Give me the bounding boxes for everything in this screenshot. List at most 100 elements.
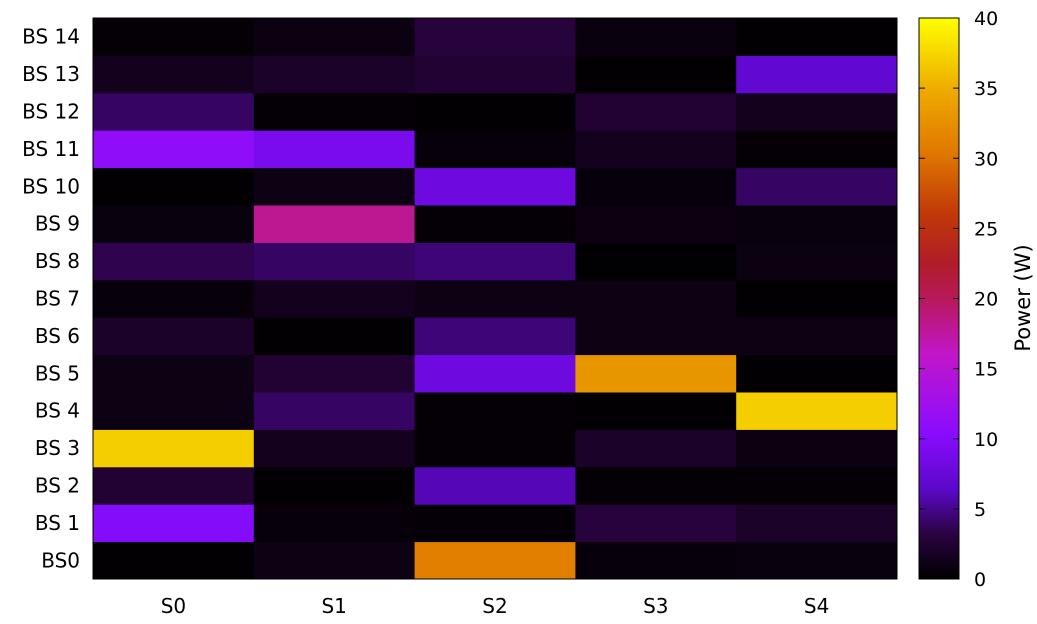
y-tick-label: BS 8 [35,249,80,273]
heatmap-cell [414,205,576,243]
y-axis-ticks: BS0 BS 1 BS 2 BS 3 BS 4 BS 5 BS 6 BS 7 BS 8 BS 9 B… [22,25,80,573]
colorbar-gradient [918,17,960,580]
heatmap-cell [414,18,576,56]
heatmap-cell [414,92,576,131]
heatmap-cell [575,354,737,393]
colorbar: 0 5 10 15 20 25 30 35 40 Power (W) [918,8,1035,591]
colorbar-tick-label: 5 [974,499,986,521]
heatmap-cell [93,354,255,393]
heatmap-cell [575,392,737,430]
heatmap-cell [736,130,898,169]
heatmap-cell [253,504,416,543]
heatmap-cell [736,18,898,56]
heatmap-cell [93,92,255,131]
heatmap-cell [93,429,255,468]
x-tick-label: S2 [482,594,507,618]
heatmap-cell [736,317,898,356]
heatmap-cell [575,55,737,94]
heatmap-cell [253,354,416,393]
heatmap-cell [253,392,416,430]
y-tick-label: BS 11 [22,137,80,161]
heatmap-cell [736,205,898,243]
x-tick-label: S0 [161,594,186,618]
heatmap-cell [253,167,416,206]
heatmap-cell [414,242,576,281]
heatmap-cell [575,242,737,281]
heatmap-cell [253,541,416,580]
heatmap-cell [575,541,737,580]
heatmap-cell [736,279,898,318]
heatmap-cell [414,167,576,206]
y-tick-label: BS 6 [35,324,80,348]
y-tick-label: BS 3 [35,436,80,460]
heatmap-cell [414,55,576,94]
heatmap-cell [93,392,255,430]
heatmap-cell [575,279,737,318]
heatmap-cell [575,92,737,131]
heatmap-cell [93,504,255,543]
heatmap-cell [93,167,255,206]
heatmap-cell [414,541,576,580]
heatmap-cell [253,92,416,131]
heatmap-cell [253,429,416,468]
heatmap-cell [93,130,255,169]
y-tick-label: BS 2 [35,474,80,498]
heatmap-cell [736,466,898,505]
plot-frame [92,17,898,580]
heatmap-cell [93,55,255,94]
y-tick-label: BS 12 [22,100,80,124]
heatmap-cell [414,317,576,356]
heatmap-cell [253,317,416,356]
heatmap-cell [736,167,898,206]
heatmap-cell [736,392,898,430]
y-tick-label: BS 7 [35,287,80,311]
heatmap-cell [93,18,255,56]
colorbar-tick-label: 30 [974,148,998,170]
heatmap-cell [93,205,255,243]
heatmap-cell [575,429,737,468]
heatmap-cell [93,541,255,580]
heatmap-cell [575,317,737,356]
heatmap-cell [253,130,416,169]
heatmap-cell [93,317,255,356]
heatmap-cell [575,504,737,543]
colorbar-ticks: 0 5 10 15 20 25 30 35 40 [919,8,998,591]
y-tick-label: BS 1 [35,511,80,535]
heatmap-cells [93,18,898,580]
heatmap-cell [253,466,416,505]
colorbar-label: Power (W) [1011,244,1035,351]
x-axis-ticks: S0 S1 S2 S3 S4 [161,594,830,618]
heatmap-cell [93,466,255,505]
heatmap-cell [736,354,898,393]
heatmap-cell [575,18,737,56]
colorbar-tick-label: 25 [974,218,998,240]
x-tick-label: S1 [321,594,346,618]
heatmap-cell [253,242,416,281]
heatmap-cell [736,92,898,131]
colorbar-tick-label: 35 [974,78,998,100]
x-tick-label: S4 [804,594,829,618]
heatmap-cell [736,55,898,94]
heatmap-cell [414,279,576,318]
heatmap-cell [93,279,255,318]
heatmap-cell [93,242,255,281]
heatmap-cell [736,429,898,468]
heatmap-cell [253,18,416,56]
heatmap-cell [414,130,576,169]
heatmap-cell [414,504,576,543]
y-tick-label: BS 9 [35,212,80,236]
heatmap-cell [414,392,576,430]
heatmap-cell [575,130,737,169]
heatmap-cell [575,466,737,505]
y-tick-label: BS 10 [22,174,80,198]
y-tick-label: BS0 [41,548,80,572]
colorbar-tick-label: 15 [974,359,998,381]
heatmap-cell [736,242,898,281]
heatmap-cell [253,205,416,243]
heatmap-cell [414,429,576,468]
colorbar-tick-label: 20 [974,289,998,311]
heatmap-cell [253,279,416,318]
heatmap-cell [414,354,576,393]
heatmap-cell [736,541,898,580]
